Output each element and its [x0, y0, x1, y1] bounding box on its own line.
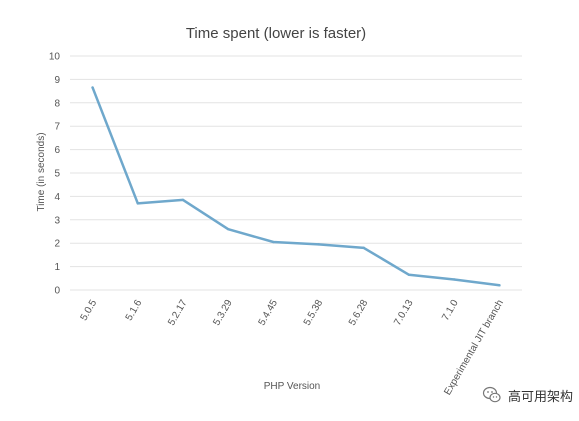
x-tick-label: 5.3.29: [211, 298, 235, 328]
y-tick-label: 8: [54, 98, 60, 109]
y-tick-labels: 0 1 2 3 4 5 6 7 8 9 10: [49, 52, 61, 297]
y-tick-label: 6: [54, 145, 60, 156]
y-tick-label: 10: [49, 52, 61, 63]
data-point: [453, 278, 456, 281]
x-tick-label: 7.0.13: [392, 298, 416, 328]
y-tick-label: 7: [54, 122, 60, 133]
data-point: [272, 240, 275, 244]
y-tick-label: 4: [54, 192, 60, 203]
chart-title: Time spent (lower is faster): [186, 25, 366, 42]
series-layer: [91, 86, 501, 287]
x-tick-label: 5.1.6: [124, 298, 145, 323]
y-tick-label: 9: [54, 75, 60, 86]
y-tick-label: 3: [54, 215, 60, 226]
data-point: [91, 86, 94, 89]
data-point: [136, 202, 139, 205]
x-tick-label: 5.6.28: [347, 298, 371, 328]
wechat-icon: [482, 386, 501, 403]
data-point: [498, 284, 501, 287]
x-tick-label: 5.2.17: [166, 298, 190, 328]
x-tick-label: 5.0.5: [79, 298, 100, 323]
watermark: 高可用架构: [482, 385, 573, 405]
y-tick-label: 5: [54, 169, 60, 180]
data-point: [317, 243, 320, 246]
x-tick-label: 7.1.0: [440, 298, 461, 323]
data-point: [362, 246, 365, 250]
x-axis-title: PHP Version: [264, 381, 321, 392]
y-tick-label: 2: [54, 239, 60, 250]
grid-lines: [70, 55, 522, 291]
watermark-text: 高可用架构: [507, 389, 573, 405]
data-point: [407, 273, 411, 276]
x-tick-label: 5.4.45: [257, 298, 281, 328]
y-tick-label: 0: [54, 286, 60, 297]
y-axis-title: Time (in seconds): [36, 132, 47, 211]
y-tick-label: 1: [54, 262, 60, 273]
data-point: [227, 227, 230, 231]
data-point: [181, 198, 185, 202]
x-tick-label: 5.5.38: [302, 298, 326, 328]
series-line: [91, 86, 501, 287]
